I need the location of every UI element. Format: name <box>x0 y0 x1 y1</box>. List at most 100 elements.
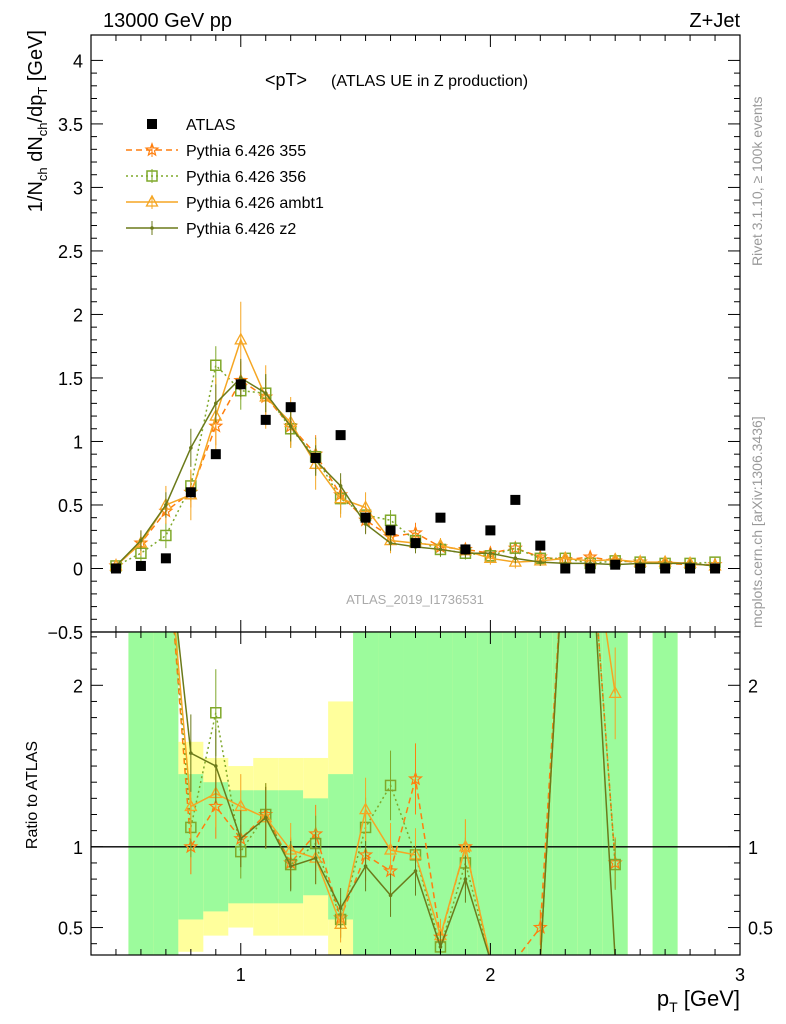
data-point-atlas <box>435 512 446 523</box>
ratio-y-tick-label-right: 2 <box>748 676 758 696</box>
y-tick-label: 0 <box>73 559 83 579</box>
ratio-axes: 0.5 0.5 1 1 2 2 1 2 3 <box>58 631 773 985</box>
main-y-axis-label: 1/Nch dNch/dpT [GeV] <box>25 30 50 212</box>
data-point-atlas <box>560 563 571 574</box>
ratio-point-z2 <box>238 836 243 841</box>
y-tick-label: 1 <box>73 432 83 452</box>
point-z2 <box>488 551 493 556</box>
data-point-atlas <box>410 538 421 549</box>
data-point-atlas <box>110 563 121 574</box>
point-z2 <box>139 538 143 543</box>
data-point-atlas <box>310 452 321 463</box>
point-ambt1 <box>334 491 348 504</box>
title-observable: <pT> <box>265 70 307 90</box>
point-z2 <box>363 522 368 526</box>
y-tick-label: 3 <box>73 178 83 198</box>
data-point-atlas <box>360 512 371 523</box>
energy-label: 13000 GeV pp <box>103 10 232 32</box>
ratio-point-ambt1 <box>458 839 473 852</box>
point-z2 <box>189 446 193 450</box>
legend-marker-p356 <box>146 170 158 182</box>
legend-label: ATLAS <box>186 117 236 134</box>
point-p356 <box>509 542 522 554</box>
ratio-line-z2 <box>176 632 616 955</box>
process-label: Z+Jet <box>689 10 740 32</box>
data-point-atlas <box>460 544 471 555</box>
legend: ATLAS Pythia 6.426 355 Pythia 6.426 356 Pyt… <box>126 117 324 238</box>
ratio-point-z2 <box>288 864 293 868</box>
data-point-atlas <box>685 563 696 574</box>
data-point-atlas <box>210 449 221 460</box>
data-point-atlas <box>260 414 271 425</box>
point-z2 <box>164 503 168 507</box>
ratio-y-tick-label-right: 0.5 <box>748 919 773 939</box>
ratio-point-z2 <box>313 856 318 860</box>
point-ambt1 <box>483 550 497 563</box>
point-p356 <box>384 514 397 526</box>
ratio-point-ambt1 <box>383 842 398 855</box>
point-z2 <box>538 560 543 564</box>
ratio-point-ambt1 <box>184 799 198 812</box>
ratio-y-tick-label: 1 <box>73 838 83 858</box>
point-z2 <box>238 376 243 380</box>
y-tick-label: 2.5 <box>58 242 83 262</box>
legend-label: Pythia 6.426 356 <box>186 169 306 186</box>
ratio-point-p355 <box>532 919 548 935</box>
data-point-atlas <box>660 563 671 574</box>
ratio-y-tick-label: 0.5 <box>58 919 83 939</box>
x-tick-label: 3 <box>735 965 745 985</box>
legend-label: Pythia 6.426 355 <box>186 143 306 160</box>
band-green <box>153 632 179 955</box>
point-z2 <box>263 391 268 396</box>
band-green <box>427 632 453 955</box>
data-point-atlas <box>335 430 346 441</box>
data-point-atlas <box>135 560 146 571</box>
ratio-point-z2 <box>214 764 218 768</box>
legend-label: Pythia 6.426 z2 <box>186 221 296 238</box>
ratio-point-p356 <box>384 779 397 792</box>
ratio-series-layer <box>91 632 740 955</box>
point-z2 <box>288 424 293 429</box>
legend-label: Pythia 6.426 ambt1 <box>186 195 324 212</box>
data-point-atlas <box>235 379 246 390</box>
title-description: (ATLAS UE in Z production) <box>331 73 528 90</box>
ratio-point-ambt1 <box>608 686 622 699</box>
data-point-atlas <box>160 553 171 564</box>
data-point-atlas <box>185 487 196 498</box>
ratio-point-ambt1 <box>334 916 348 929</box>
point-ambt1 <box>234 332 248 345</box>
ratio-point-z2 <box>338 906 343 910</box>
mcplots-label: mcplots.cern.ch [arXiv:1306.3436] <box>749 416 765 628</box>
point-z2 <box>388 541 393 545</box>
ratio-point-z2 <box>388 893 393 898</box>
x-tick-label: 1 <box>236 965 246 985</box>
ratio-point-z2 <box>438 945 443 949</box>
legend-marker-ambt1 <box>145 194 159 207</box>
ratio-point-z2 <box>463 877 468 881</box>
data-point-atlas <box>610 559 621 570</box>
data-point-atlas <box>535 540 546 551</box>
ratio-point-z2 <box>189 751 193 755</box>
data-point-atlas <box>710 563 721 574</box>
ratio-y-axis-label: Ratio to ATLAS <box>24 741 41 849</box>
y-tick-label: 2 <box>73 305 83 325</box>
ratio-series-clip <box>173 632 623 955</box>
point-z2 <box>214 401 218 406</box>
plot-title: <pT> (ATLAS UE in Z production) <box>265 70 528 90</box>
y-tick-label: 0.5 <box>58 496 83 516</box>
band-green <box>652 632 678 955</box>
point-z2 <box>438 547 443 552</box>
point-p356 <box>160 529 172 542</box>
data-point-atlas <box>585 563 596 574</box>
point-ambt1 <box>508 554 522 567</box>
y-tick-label: 1.5 <box>58 369 83 389</box>
point-ambt1 <box>358 500 373 513</box>
data-point-atlas <box>635 563 646 574</box>
data-point-atlas <box>510 494 521 505</box>
legend-marker-atlas <box>147 119 157 129</box>
x-tick-label: 2 <box>485 965 495 985</box>
band-green <box>128 632 154 955</box>
analysis-watermark: ATLAS_2019_I1736531 <box>346 592 484 607</box>
data-point-atlas <box>385 525 396 536</box>
